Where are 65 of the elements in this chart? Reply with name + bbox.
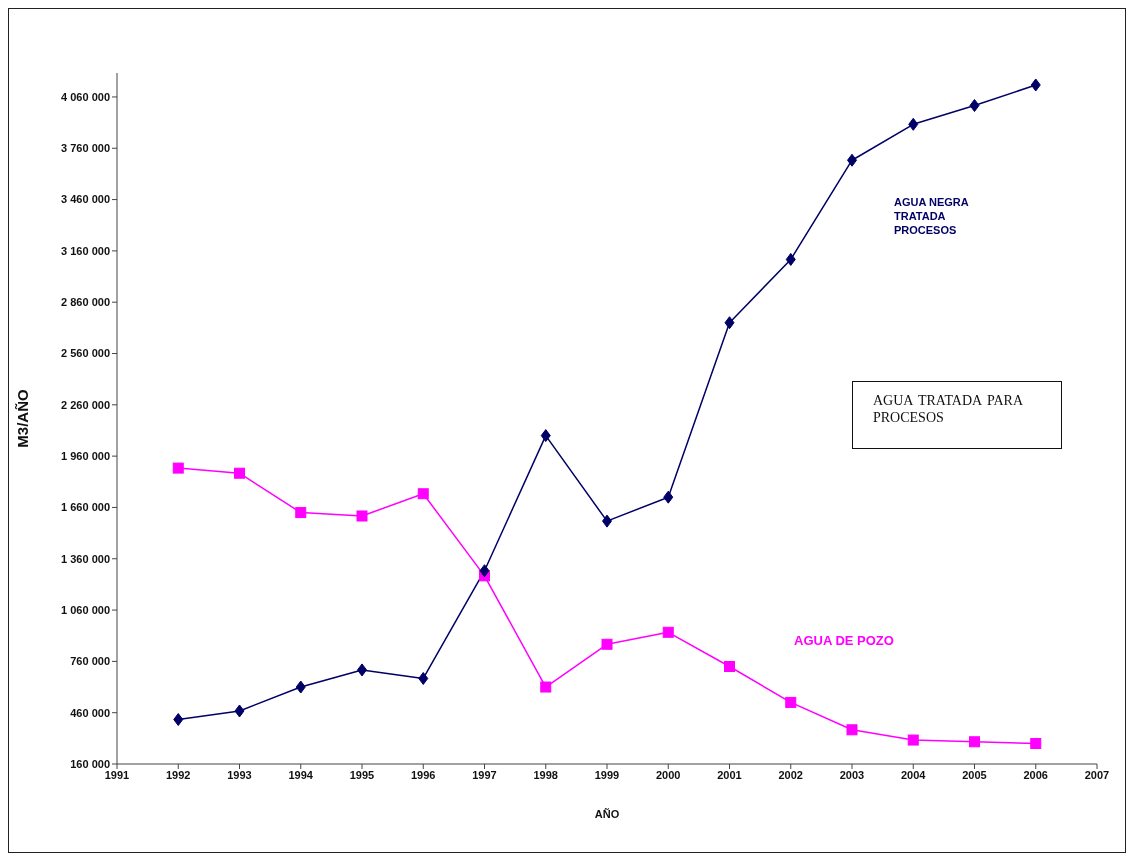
x-tick-label: 1992 [166,768,191,781]
point [295,507,307,519]
x-tick-label: 1995 [349,768,375,781]
y-tick-label: 760 000 [70,655,110,668]
point [173,713,184,727]
y-tick-label: 4 060 000 [61,90,110,103]
point [356,510,368,522]
x-tick-label: 2007 [1084,768,1110,781]
y-tick-label: 3 160 000 [61,244,110,257]
point [969,99,980,112]
point [172,462,184,474]
y-tick-label: 1 360 000 [61,552,110,565]
y-tick-label: 1 060 000 [61,603,110,616]
y-tick-label: 2 860 000 [61,296,110,309]
y-tick-label: 2 260 000 [61,398,110,411]
y-tick-label: 2 560 000 [61,347,110,360]
point [846,724,858,736]
point [1030,78,1041,92]
x-tick-label: 2003 [839,768,865,781]
y-axis-title: M3/AÑO [14,389,32,448]
point [602,514,612,528]
y-tick-label: 1 960 000 [61,450,110,463]
point [907,734,919,746]
x-tick-label: 2006 [1023,768,1048,781]
y-tick-label: 3 460 000 [61,193,110,206]
text: AGUA NEGRA TRATADA PROCESOS [894,195,970,237]
point [540,681,552,693]
point [847,153,857,167]
point [234,704,245,718]
x-tick-label: 2004 [901,768,927,781]
y-tick-label: 3 760 000 [61,142,110,155]
point [1030,737,1042,749]
x-tick-label: 2001 [717,768,742,781]
point [724,316,735,330]
point [295,680,306,694]
x-tick-label: 1997 [472,768,497,781]
point [601,638,613,650]
point [969,736,980,748]
x-tick-label: 1996 [411,768,436,781]
x-tick-label: 2005 [962,768,987,781]
x-tick-label: 1994 [288,768,314,781]
x-tick-label: 1998 [533,768,558,781]
text: AGUA DE POZO [794,633,895,648]
x-axis-title: AÑO [594,808,620,820]
point [908,117,919,131]
point [417,488,429,500]
x-tick-label: 1993 [227,768,252,781]
point [540,429,551,443]
point [234,467,245,479]
point [479,564,490,578]
point [418,671,429,685]
x-tick-label: 2000 [656,768,681,781]
y-tick-label: 1 660 000 [61,501,110,514]
point [785,252,796,266]
annotation: AGUA TRATADA PARA PROCESOS [852,381,1062,449]
y-tick-label: 160 000 [70,757,110,770]
point [662,626,674,638]
x-tick-label: 2002 [778,768,803,781]
x-tick-label: 1991 [104,768,130,781]
point [724,661,735,673]
y-tick-label: 460 000 [70,706,110,719]
point [785,696,797,708]
x-tick-label: 1999 [594,768,620,781]
point [663,490,674,504]
point [357,663,367,677]
